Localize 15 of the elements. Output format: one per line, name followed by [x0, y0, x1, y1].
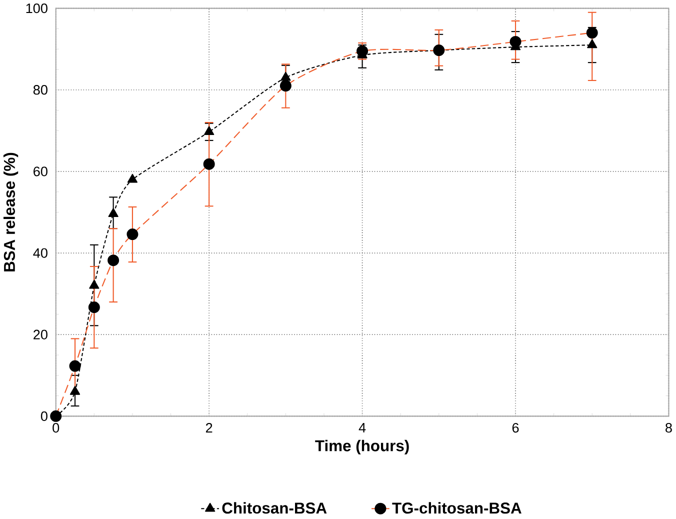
y-tick-label: 80: [33, 84, 48, 95]
x-tick-label: 2: [206, 422, 212, 432]
x-tick-label: 4: [358, 422, 366, 432]
y-axis-title: BSA release (%): [3, 152, 18, 272]
legend-label: Chitosan-BSA: [222, 502, 327, 514]
x-tick-label: 0: [52, 422, 60, 433]
legend-label: TG-chitosan-BSA: [392, 502, 522, 514]
y-tick-label: 100: [26, 3, 48, 13]
y-tick-label: 60: [34, 166, 48, 176]
y-tick-label: 40: [33, 248, 48, 258]
x-axis-title: Time (hours): [315, 440, 409, 454]
y-tick-label: 20: [34, 330, 48, 340]
x-tick-label: 6: [512, 422, 519, 433]
y-tick-label: 0: [40, 411, 48, 421]
x-tick-label: 8: [666, 422, 672, 433]
